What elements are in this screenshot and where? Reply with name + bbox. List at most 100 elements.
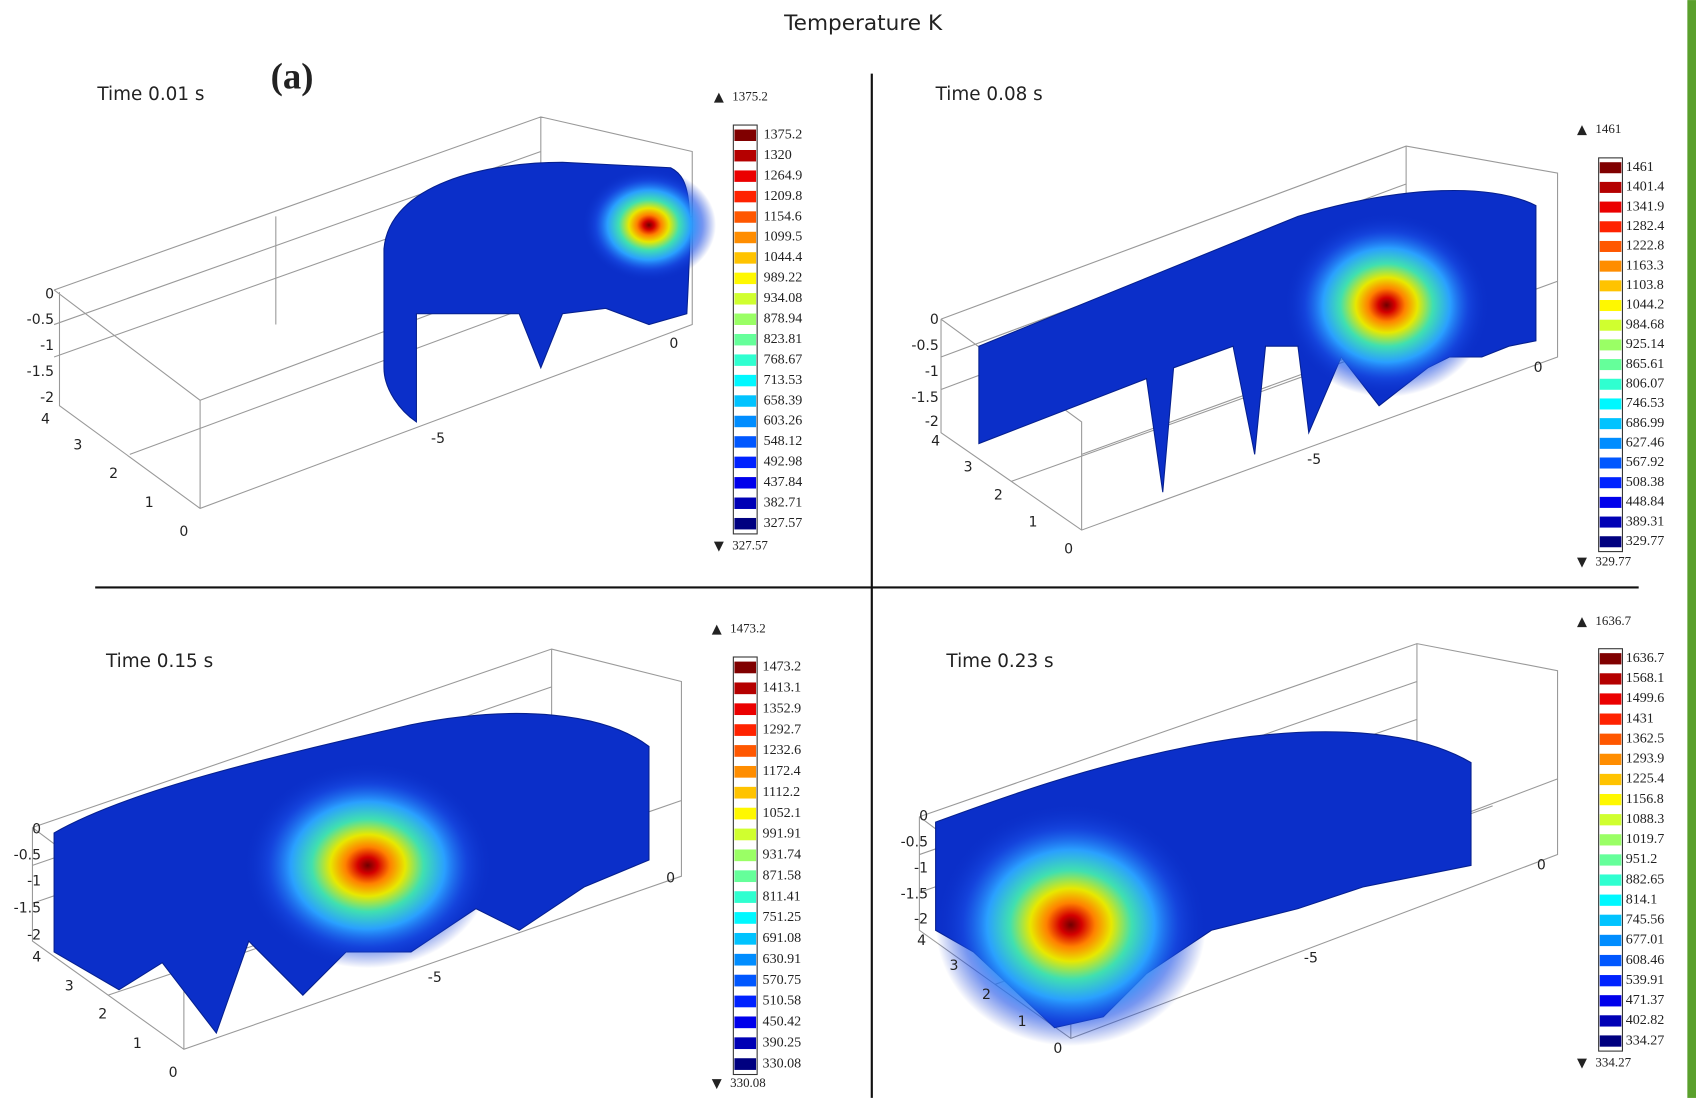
- colorbar-swatch: [734, 1037, 756, 1049]
- max-marker: ▲: [1577, 615, 1587, 630]
- colorbar-label: 1156.8: [1626, 791, 1664, 807]
- z-tick-label: -1.5: [911, 390, 938, 406]
- z-tick-label: 0: [930, 312, 939, 328]
- colorbar-swatch: [1600, 774, 1622, 785]
- colorbar-swatch: [734, 682, 756, 694]
- colorbar-frame: [1599, 158, 1623, 552]
- colorbar-swatch: [1600, 1035, 1622, 1046]
- y-tick-label: 3: [964, 459, 973, 475]
- y-tick-label: 3: [65, 979, 74, 995]
- colorbar-swatch: [734, 191, 756, 202]
- x-tick-label: 0: [666, 870, 675, 886]
- colorbar-label: 329.77: [1626, 533, 1665, 549]
- colorbar-label: 390.25: [763, 1034, 802, 1050]
- colorbar-swatch: [734, 293, 756, 304]
- colorbar-label: 567.92: [1626, 454, 1665, 470]
- colorbar-swatch: [1600, 221, 1622, 232]
- colorbar-label: 608.46: [1626, 952, 1665, 968]
- time-label: Time 0.23 s: [945, 651, 1053, 672]
- colorbar-label: 1362.5: [1626, 730, 1665, 746]
- z-tick-label: -1: [925, 364, 939, 380]
- z-tick-label: -2: [40, 390, 54, 406]
- colorbar-label: 1019.7: [1626, 831, 1665, 847]
- min-value: 327.57: [732, 537, 768, 552]
- colorbar-swatch: [1600, 477, 1622, 488]
- figure-title: Temperature K: [783, 11, 943, 36]
- colorbar-swatch: [734, 829, 756, 841]
- z-tick-label: -0.5: [27, 312, 54, 328]
- x-tick-label: 0: [669, 336, 678, 352]
- colorbar-label: 871.58: [763, 867, 802, 883]
- colorbar-label: 1568.1: [1626, 670, 1665, 686]
- colorbar-label: 1320: [764, 147, 792, 163]
- max-value: 1473.2: [730, 621, 766, 636]
- colorbar-label: 1209.8: [764, 188, 803, 204]
- colorbar-label: 1264.9: [764, 167, 803, 183]
- colorbar-swatch: [734, 912, 756, 924]
- z-tick-label: -1.5: [14, 901, 41, 917]
- colorbar-label: 548.12: [764, 433, 803, 449]
- min-value: 334.27: [1595, 1054, 1631, 1069]
- z-tick-label: -1.5: [901, 887, 928, 903]
- y-tick-label: 2: [109, 466, 118, 482]
- panel-label: (a): [271, 56, 314, 97]
- colorbar-swatch: [734, 150, 756, 161]
- max-value: 1375.2: [732, 88, 768, 103]
- colorbar-swatch: [1600, 359, 1622, 370]
- colorbar-label: 951.2: [1626, 851, 1658, 867]
- colorbar-swatch: [734, 808, 756, 820]
- colorbar-label: 1099.5: [764, 229, 803, 245]
- colorbar-label: 1112.2: [763, 784, 801, 800]
- colorbar-label: 1341.9: [1626, 198, 1665, 214]
- colorbar-label: 1154.6: [764, 208, 802, 224]
- colorbar-swatch: [1600, 457, 1622, 468]
- colorbar-label: 934.08: [764, 290, 803, 306]
- colorbar-swatch: [1600, 339, 1622, 350]
- colorbar-label: 382.71: [764, 494, 803, 510]
- colorbar-label: 539.91: [1626, 972, 1665, 988]
- colorbar-swatch: [734, 395, 756, 406]
- colorbar-swatch: [1600, 874, 1622, 885]
- colorbar-label: 1222.8: [1626, 238, 1665, 254]
- colorbar-swatch: [734, 662, 756, 674]
- colorbar-swatch: [734, 170, 756, 181]
- colorbar-label: 448.84: [1626, 494, 1665, 510]
- colorbar-label: 991.91: [763, 826, 802, 842]
- min-marker: ▼: [1577, 1056, 1587, 1071]
- colorbar-label: 603.26: [764, 413, 803, 429]
- min-value: 329.77: [1595, 553, 1631, 568]
- colorbar-frame: [733, 657, 757, 1075]
- colorbar-swatch: [734, 954, 756, 966]
- colorbar-swatch: [1600, 653, 1622, 664]
- max-marker: ▲: [712, 622, 722, 637]
- colorbar-label: 1292.7: [763, 721, 802, 737]
- colorbar-label: 627.46: [1626, 435, 1665, 451]
- x-tick-label: -5: [428, 970, 442, 986]
- colorbar-label: 746.53: [1626, 395, 1665, 411]
- colorbar-label: 471.37: [1626, 992, 1665, 1008]
- colorbar-swatch: [1600, 834, 1622, 845]
- colorbar-swatch: [1600, 379, 1622, 390]
- min-value: 330.08: [730, 1075, 766, 1090]
- colorbar-swatch: [734, 745, 756, 757]
- colorbar-label: 713.53: [764, 372, 803, 388]
- colorbar-swatch: [1600, 935, 1622, 946]
- colorbar-label: 989.22: [764, 270, 803, 286]
- colorbar-label: 1044.2: [1626, 297, 1665, 313]
- colorbar-swatch: [1600, 418, 1622, 429]
- colorbar-swatch: [734, 416, 756, 427]
- plot-2: [941, 146, 1558, 530]
- colorbar-label: 1473.2: [763, 659, 802, 675]
- time-label: Time 0.15 s: [105, 651, 213, 672]
- colorbar-label: 1172.4: [763, 763, 801, 779]
- colorbar-label: 823.81: [764, 331, 803, 347]
- colorbar-swatch: [1600, 734, 1622, 745]
- y-tick-label: 0: [1053, 1041, 1062, 1057]
- colorbar-swatch: [1600, 915, 1622, 926]
- colorbar-swatch: [734, 334, 756, 345]
- colorbar-label: 691.08: [763, 930, 802, 946]
- colorbar-swatch: [1600, 241, 1622, 252]
- colorbar-label: 492.98: [764, 454, 803, 470]
- colorbar-label: 677.01: [1626, 932, 1665, 948]
- y-tick-label: 3: [73, 438, 82, 454]
